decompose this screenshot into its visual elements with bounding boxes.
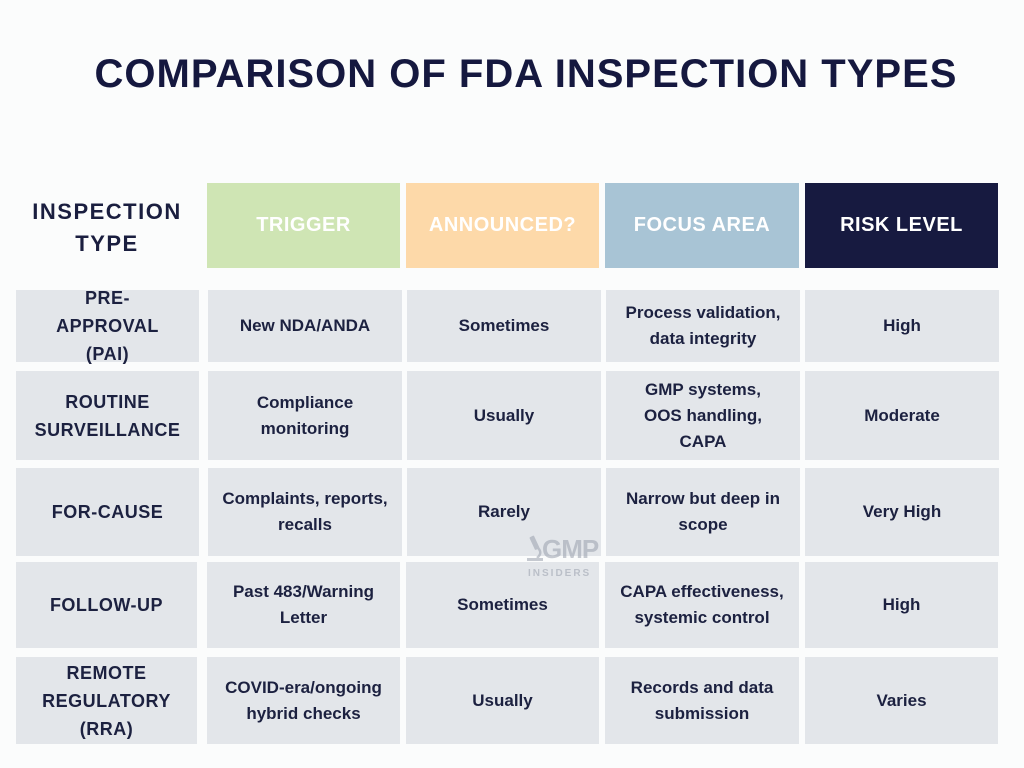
row-pai-announced: Sometimes bbox=[407, 290, 601, 362]
row-rra-announced: Usually bbox=[406, 657, 599, 744]
row-followup-risk: High bbox=[805, 562, 998, 648]
page-title: COMPARISON OF FDA INSPECTION TYPES bbox=[94, 52, 958, 96]
row-pai-type: PRE-APPROVAL (PAI) bbox=[16, 288, 199, 364]
row-followup-trigger: Past 483/Warning Letter bbox=[207, 562, 400, 648]
gmp-insiders-logo: GMP INSIDERS bbox=[524, 532, 600, 582]
row-rra-trigger: COVID-era/ongoing hybrid checks bbox=[207, 657, 400, 744]
row-routine-trigger: Compliance monitoring bbox=[208, 371, 402, 460]
row-rra-risk: Varies bbox=[805, 657, 998, 744]
logo-mark: GMP bbox=[542, 534, 599, 564]
header-announced: ANNOUNCED? bbox=[406, 183, 599, 268]
row-followup-announced: Sometimes bbox=[406, 562, 599, 648]
row-followup-focus: CAPA effectiveness, systemic control bbox=[605, 562, 799, 648]
row-forcause-risk: Very High bbox=[805, 468, 999, 556]
header-trigger: TRIGGER bbox=[207, 183, 400, 268]
row-rra-focus: Records and data submission bbox=[605, 657, 799, 744]
logo-subtext: INSIDERS bbox=[528, 568, 592, 579]
row-routine-risk: Moderate bbox=[805, 371, 999, 460]
header-risk-level: RISK LEVEL bbox=[805, 183, 998, 268]
row-pai-focus: Process validation, data integrity bbox=[606, 290, 800, 362]
header-inspection-type: INSPECTION TYPE bbox=[32, 199, 182, 256]
row-rra-type: REMOTE REGULATORY (RRA) bbox=[16, 657, 197, 744]
row-routine-focus: GMP systems, OOS handling, CAPA bbox=[606, 371, 800, 460]
row-forcause-trigger: Complaints, reports, recalls bbox=[208, 468, 402, 556]
row-forcause-focus: Narrow but deep in scope bbox=[606, 468, 800, 556]
row-followup-type: FOLLOW-UP bbox=[16, 562, 197, 648]
row-pai-risk: High bbox=[805, 290, 999, 362]
row-forcause-type: FOR-CAUSE bbox=[16, 468, 199, 556]
header-focus-area: FOCUS AREA bbox=[605, 183, 799, 268]
row-forcause-announced: Rarely bbox=[407, 468, 601, 556]
row-pai-trigger: New NDA/ANDA bbox=[208, 290, 402, 362]
microscope-icon bbox=[527, 535, 543, 561]
row-routine-type: ROUTINE SURVEILLANCE bbox=[16, 371, 199, 460]
row-routine-announced: Usually bbox=[407, 371, 601, 460]
